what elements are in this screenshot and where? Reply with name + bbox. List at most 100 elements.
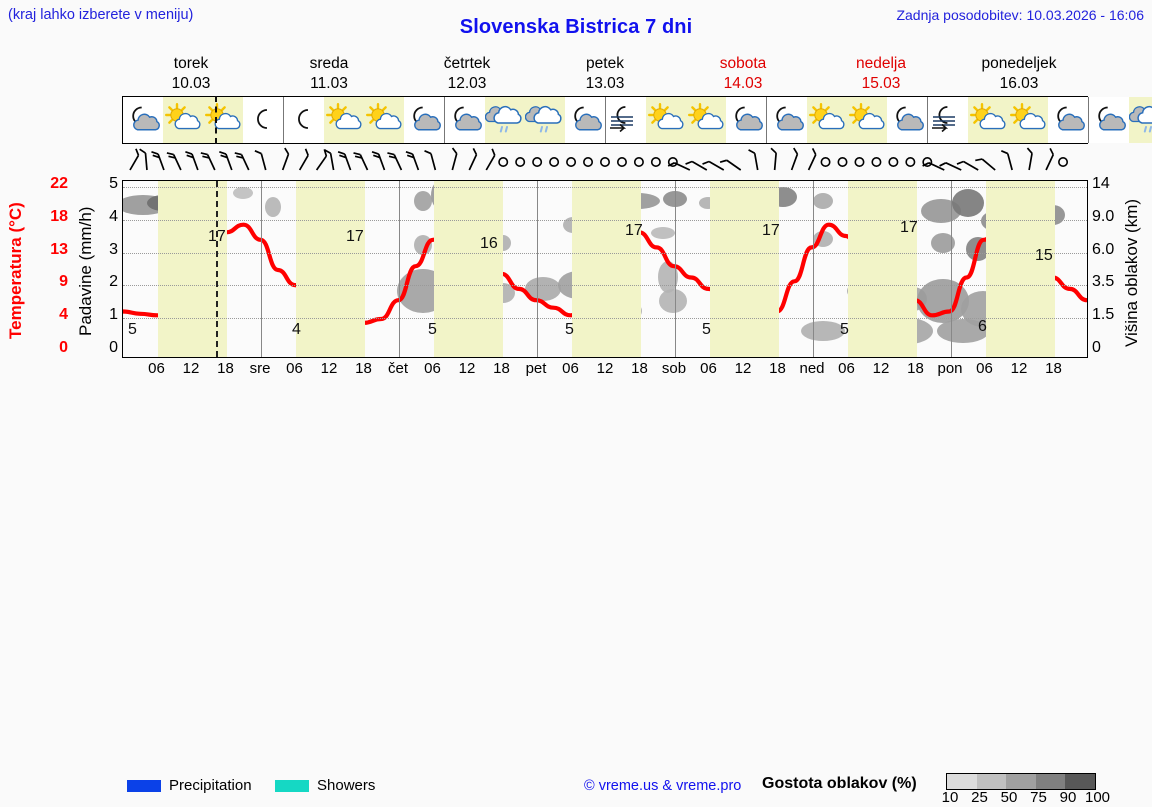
night-fog-icon (928, 103, 968, 137)
header-bar: (kraj lahko izberete v meniju) Slovenska… (0, 0, 1152, 34)
weather-symbol (404, 103, 444, 137)
day-divider (951, 181, 952, 357)
day-name: torek (122, 54, 260, 74)
current-time-line (216, 181, 218, 357)
x-tick-label: 06 (562, 360, 579, 377)
wind-barb (452, 148, 456, 170)
cloud-drizzle-icon (525, 103, 565, 137)
wind-barb (425, 151, 436, 170)
weather-icon-cell (123, 97, 163, 143)
day-header-sreda: sreda11.03 (260, 52, 398, 96)
wind-barb (151, 152, 163, 170)
sun-cloud-icon (203, 103, 243, 137)
x-tick-label: pet (526, 360, 547, 377)
daily-max-temperature: 17 (346, 228, 364, 246)
day-date: 10.03 (122, 74, 260, 94)
x-tick-label: 06 (976, 360, 993, 377)
x-tick-label: 18 (355, 360, 372, 377)
x-tick-label: 12 (873, 360, 890, 377)
wind-barb (486, 149, 495, 170)
cloud-ramp-step-4 (1065, 774, 1095, 789)
legend-precipitation-label: Precipitation (169, 777, 252, 794)
cloud-blob (265, 197, 281, 217)
night-partly-cloudy-icon (887, 103, 927, 137)
daily-min-temperature: 5 (702, 321, 711, 339)
weather-icon-cell (243, 97, 283, 143)
day-divider (399, 181, 400, 357)
daylight-band (296, 181, 365, 357)
day-divider (675, 181, 676, 357)
temperature-tick: 0 (34, 339, 68, 357)
weather-icon-cell (767, 97, 807, 143)
wind-calm-symbol (584, 158, 592, 166)
wind-barb (300, 149, 309, 170)
daylight-band (986, 181, 1055, 357)
wind-barb (235, 153, 249, 170)
x-tick-label: 12 (459, 360, 476, 377)
legend-showers-label: Showers (317, 777, 375, 794)
copyright-link[interactable]: © vreme.us & vreme.pro (584, 778, 741, 794)
day-name: nedelja (812, 54, 950, 74)
cloud-ramp-step-1 (977, 774, 1007, 789)
icon-day-četrtek (445, 97, 606, 143)
current-time-marker (215, 96, 217, 144)
cloud-density-ramp (946, 773, 1096, 790)
weather-symbol (646, 103, 686, 137)
wind-calm-symbol (872, 158, 880, 166)
weather-icon-cell (1129, 97, 1152, 143)
weather-icon-cell (364, 97, 404, 143)
daily-max-temperature: 17 (900, 219, 918, 237)
gridline (123, 318, 1087, 319)
forecast-plot (122, 180, 1088, 358)
sun-cloud-icon (163, 103, 203, 137)
day-divider (537, 181, 538, 357)
night-partly-cloudy-icon (767, 103, 807, 137)
night-partly-cloudy-icon (404, 103, 444, 137)
daily-max-temperature: 17 (625, 222, 643, 240)
wind-calm-symbol (533, 158, 541, 166)
temperature-tick: 13 (34, 241, 68, 259)
weather-symbol (1048, 103, 1088, 137)
daily-min-temperature: 4 (292, 321, 301, 339)
wind-barb (372, 152, 384, 170)
wind-barb (387, 153, 401, 170)
sun-cloud-icon (807, 103, 847, 137)
icon-day-nedelja (928, 97, 1089, 143)
cloud-scale-tick: 25 (971, 789, 988, 806)
wind-calm-symbol (567, 158, 575, 166)
legend-showers: Showers (275, 777, 375, 795)
weather-symbol (284, 103, 324, 137)
sun-cloud-icon (847, 103, 887, 137)
temperature-axis-title: Temperatura (°C) (6, 176, 34, 366)
x-tick-label: sob (662, 360, 686, 377)
night-partly-cloudy-icon (1089, 103, 1129, 137)
daylight-band (572, 181, 641, 357)
day-header-nedelja: nedelja15.03 (812, 52, 950, 96)
day-header-petek: petek13.03 (536, 52, 674, 96)
weather-icon-cell (445, 97, 485, 143)
wind-barb (1001, 151, 1012, 170)
gridline (123, 285, 1087, 286)
gridline (123, 220, 1087, 221)
x-tick-label: 18 (217, 360, 234, 377)
night-partly-cloudy-icon (445, 103, 485, 137)
wind-calm-symbol (618, 158, 626, 166)
cloud-height-tick: 1.5 (1092, 306, 1126, 324)
daily-max-temperature: 15 (1035, 247, 1053, 265)
daylight-band (434, 181, 503, 357)
cloud-height-tick: 14 (1092, 175, 1126, 193)
wind-calm-symbol (601, 158, 609, 166)
x-tick-label: 18 (769, 360, 786, 377)
wind-barb (338, 152, 350, 170)
weather-symbol (163, 103, 203, 137)
temperature-tick: 9 (34, 273, 68, 291)
wind-calm-symbol (635, 158, 643, 166)
cloud-blob (813, 193, 833, 209)
day-name: ponedeljek (950, 54, 1088, 74)
precipitation-tick: 5 (100, 175, 118, 193)
x-tick-label: 06 (700, 360, 717, 377)
x-tick-label: 06 (286, 360, 303, 377)
temperature-tick: 22 (34, 175, 68, 193)
wind-calm-symbol (821, 158, 829, 166)
wind-barb-strip (122, 144, 1088, 180)
